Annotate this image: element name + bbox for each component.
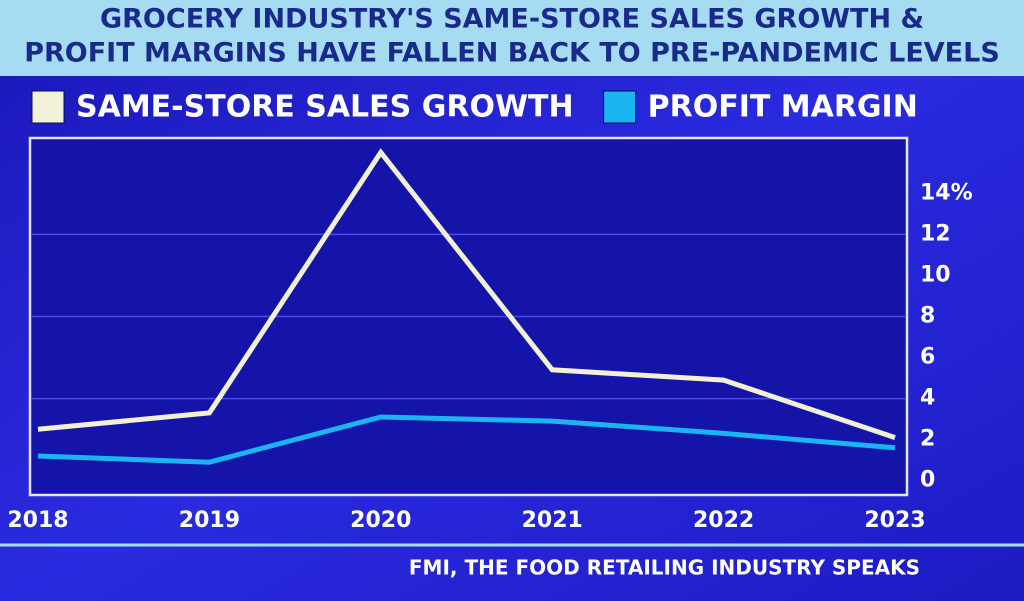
x-tick-label: 2018 [7,508,68,533]
y-tick-label: 14% [920,180,973,205]
y-tick-label: 4 [920,386,935,411]
y-tick-label: 6 [920,345,935,370]
source: FMI, THE FOOD RETAILING INDUSTRY SPEAKS [409,556,920,580]
y-tick-label: 0 [920,468,935,493]
legend-swatch [603,90,637,124]
x-tick-label: 2019 [179,508,240,533]
y-tick-label: 10 [920,262,951,287]
series-line [37,414,896,465]
y-tick-label: 12 [920,221,951,246]
x-tick-label: 2021 [522,508,583,533]
title-band [0,0,1024,76]
x-tick-label: 2023 [864,508,925,533]
x-tick-label: 2022 [693,508,754,533]
y-tick-label: 2 [920,427,935,452]
legend-swatch [31,90,65,124]
y-tick-label: 8 [920,304,935,329]
series-line [37,148,896,440]
chart-title: PROFIT MARGINS HAVE FALLEN BACK TO PRE-P… [24,38,1000,69]
x-tick-label: 2020 [350,508,411,533]
legend-label: SAME-STORE SALES GROWTH [76,90,574,125]
chart-title: GROCERY INDUSTRY'S SAME-STORE SALES GROW… [100,4,924,35]
legend-label: PROFIT MARGIN [648,90,918,125]
